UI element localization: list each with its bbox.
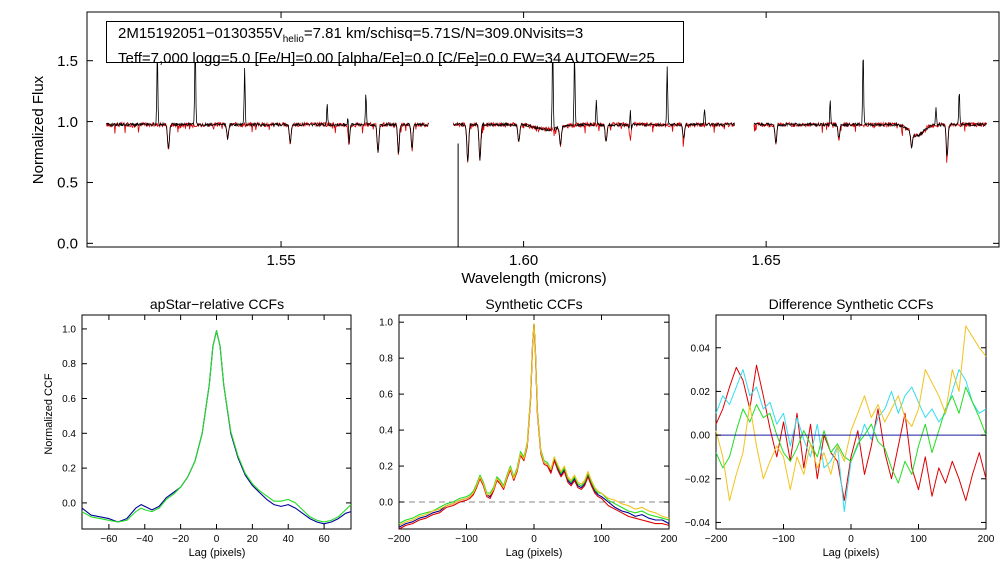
x-tick-label-2: 1.65 (752, 252, 781, 269)
snr-value: S/N=309.0 (450, 25, 522, 42)
spectrum-model-chip-1 (452, 121, 735, 163)
y-tick-label-4: 0.8 (379, 354, 393, 365)
series-line-diff-red (715, 364, 987, 502)
spectrum-axes-frame (86, 11, 1000, 248)
apstar-ccf-x-axis-label: Lag (pixels) (189, 547, 246, 559)
series-line-ccf-dark (81, 330, 352, 525)
spectrum-y-axis-label: Normalized Flux (30, 75, 47, 184)
y-tick-label-3: 0.02 (691, 387, 711, 398)
y-tick-label-0: 0.0 (379, 498, 393, 509)
series-line-diff-yellow (715, 325, 987, 502)
y-tick-label-3: 1.5 (57, 53, 78, 70)
synthetic-ccf-plot-area (398, 323, 670, 530)
y-tick-label-0: −0.04 (685, 518, 711, 529)
apstar-ccf-ticks: −60 −40 −20 0 20 40 60 0.0 0.2 0.4 0.6 0.8 1.0 (62, 315, 351, 545)
difference-ccf-plot-area (715, 325, 987, 512)
spectrum-info-box: 2M15192051−0130355Vhelio=7.81 km/schisq=… (106, 21, 684, 67)
x-tick-label-6: 60 (319, 534, 331, 545)
difference-ccf-panel: Difference Synthetic CCFs −200 −100 0 100 20… (685, 296, 995, 559)
y-tick-label-2: 0.4 (62, 429, 76, 440)
series-line-syn-red (398, 323, 670, 530)
spectrum-observed-chip-1 (453, 44, 735, 162)
star-id: 2M15192051−0130355 (118, 25, 273, 42)
spectrum-observed-chip-0 (106, 39, 429, 154)
x-tick-label-1: −100 (772, 534, 795, 545)
synthetic-ccf-x-axis-label: Lag (pixels) (506, 547, 563, 559)
spectrum-model-chip-2 (753, 121, 987, 163)
series-line-syn-blue (398, 323, 670, 528)
difference-ccf-title: Difference Synthetic CCFs (769, 296, 934, 312)
series-line-syn-yellow (398, 323, 670, 526)
y-tick-label-1: 0.2 (62, 464, 76, 475)
apstar-ccf-panel: apStar−relative CCFs −60 −40 −20 0 20 40 60 0.0… (43, 296, 352, 559)
info-line-1: 2M15192051−0130355Vhelio=7.81 km/schisq=… (118, 24, 683, 49)
y-tick-label-5: 1.0 (379, 318, 393, 329)
x-tick-label-3: 0 (214, 534, 220, 545)
stellar-params: Teff=7,000 logg=5.0 [Fe/H]=0.00 [alpha/F… (118, 50, 655, 67)
nvisits-label: Nvisits (521, 25, 567, 42)
x-tick-label-0: −200 (705, 534, 728, 545)
y-tick-label-0: 0.0 (57, 236, 78, 253)
difference-ccf-x-axis-label: Lag (pixels) (823, 547, 880, 559)
synthetic-ccf-panel: Synthetic CCFs −200 −100 0 100 200 0.0 0.2 0.4 0… (379, 296, 678, 559)
x-tick-label-1: −40 (136, 534, 153, 545)
y-tick-label-3: 0.6 (62, 394, 76, 405)
y-tick-label-4: 0.04 (691, 343, 711, 354)
y-tick-label-4: 0.8 (62, 359, 76, 370)
chisq-value: chisq=5.71 (377, 25, 451, 42)
y-tick-label-0: 0.0 (62, 498, 76, 509)
synthetic-ccf-ticks: −200 −100 0 100 200 0.0 0.2 0.4 0.6 0.8 1.0 (379, 315, 678, 545)
series-line-diff-green (715, 386, 987, 484)
spectrum-plot-area (106, 39, 987, 247)
x-tick-label-2: 0 (848, 534, 854, 545)
apstar-ccf-axes-frame (81, 314, 352, 530)
spectrum-x-axis-label: Wavelength (microns) (461, 270, 606, 287)
y-tick-label-2: 0.00 (691, 431, 711, 442)
x-tick-label-1: −100 (455, 534, 478, 545)
x-tick-label-2: 0 (531, 534, 537, 545)
info-line-2: Teff=7,000 logg=5.0 [Fe/H]=0.00 [alpha/F… (118, 49, 683, 68)
spectrum-ticks: 1.55 1.60 1.65 0.0 0.5 1.0 1.5 (57, 12, 999, 269)
spectrum-panel: 1.55 1.60 1.65 0.0 0.5 1.0 1.5 Wavelength (mic… (30, 11, 1000, 287)
x-tick-label-0: −200 (388, 534, 411, 545)
y-tick-label-1: 0.5 (57, 175, 78, 192)
x-tick-label-5: 40 (283, 534, 295, 545)
y-tick-label-5: 1.0 (62, 324, 76, 335)
series-line-syn-green (398, 323, 670, 525)
x-tick-label-4: 200 (978, 534, 995, 545)
difference-ccf-ticks: −200 −100 0 100 200 −0.04 −0.02 0.00 0.02 0.04 (685, 315, 995, 545)
y-tick-label-1: 0.2 (379, 462, 393, 473)
nvisits-value: =3 (566, 25, 584, 42)
y-tick-label-2: 1.0 (57, 114, 78, 131)
x-tick-label-0: 1.55 (266, 252, 295, 269)
vhelio-subscript: helio (282, 34, 304, 45)
series-line-diff-cyan (715, 369, 987, 512)
x-tick-label-4: 200 (661, 534, 678, 545)
y-tick-label-2: 0.4 (379, 426, 393, 437)
x-tick-label-2: −20 (172, 534, 189, 545)
x-tick-label-3: 100 (593, 534, 610, 545)
apstar-ccf-plot-area (81, 330, 352, 525)
y-tick-label-1: −0.02 (685, 474, 711, 485)
apstar-ccf-title: apStar−relative CCFs (150, 296, 284, 312)
x-tick-label-0: −60 (100, 534, 117, 545)
x-tick-label-1: 1.60 (509, 252, 538, 269)
spectrum-model-chip-0 (106, 121, 429, 155)
synthetic-ccf-title: Synthetic CCFs (485, 296, 582, 312)
y-tick-label-3: 0.6 (379, 390, 393, 401)
vhelio-value: =7.81 km/s (303, 25, 378, 42)
apstar-ccf-y-axis-label: Normalized CCF (43, 373, 55, 455)
x-tick-label-4: 20 (247, 534, 259, 545)
series-line-ccf-green (81, 330, 352, 523)
synthetic-ccf-axes-frame (398, 314, 670, 530)
spectrum-observed-chip-2 (753, 59, 987, 156)
x-tick-label-3: 100 (910, 534, 927, 545)
vhelio-label: V (272, 25, 283, 42)
difference-ccf-axes-frame (715, 314, 987, 530)
